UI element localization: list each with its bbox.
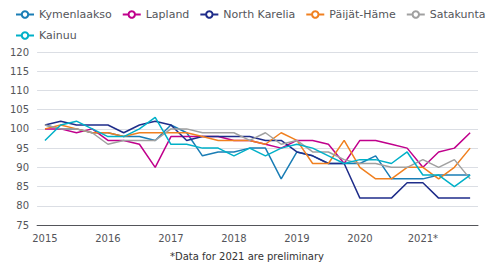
svg-text:95: 95 xyxy=(16,143,29,154)
svg-text:2016: 2016 xyxy=(95,233,120,244)
svg-text:Kymenlaakso: Kymenlaakso xyxy=(39,8,112,21)
svg-text:85: 85 xyxy=(16,181,29,192)
svg-text:120: 120 xyxy=(10,47,29,58)
svg-text:Kainuu: Kainuu xyxy=(39,29,77,42)
svg-text:2019: 2019 xyxy=(284,233,309,244)
svg-text:Lapland: Lapland xyxy=(146,8,190,21)
svg-text:2018: 2018 xyxy=(221,233,246,244)
svg-text:105: 105 xyxy=(10,104,29,115)
svg-text:110: 110 xyxy=(10,85,29,96)
svg-text:100: 100 xyxy=(10,123,29,134)
svg-text:*Data for 2021 are preliminary: *Data for 2021 are preliminary xyxy=(170,251,324,262)
svg-text:90: 90 xyxy=(16,162,29,173)
svg-text:75: 75 xyxy=(16,220,29,231)
svg-text:2021*: 2021* xyxy=(408,233,438,244)
svg-text:2017: 2017 xyxy=(158,233,183,244)
svg-text:80: 80 xyxy=(16,200,29,211)
svg-text:Päijät-Häme: Päijät-Häme xyxy=(329,8,396,21)
svg-text:115: 115 xyxy=(10,66,29,77)
svg-text:North Karelia: North Karelia xyxy=(223,8,295,21)
svg-text:2015: 2015 xyxy=(32,233,57,244)
svg-text:2020: 2020 xyxy=(347,233,372,244)
svg-text:Satakunta: Satakunta xyxy=(430,8,486,21)
